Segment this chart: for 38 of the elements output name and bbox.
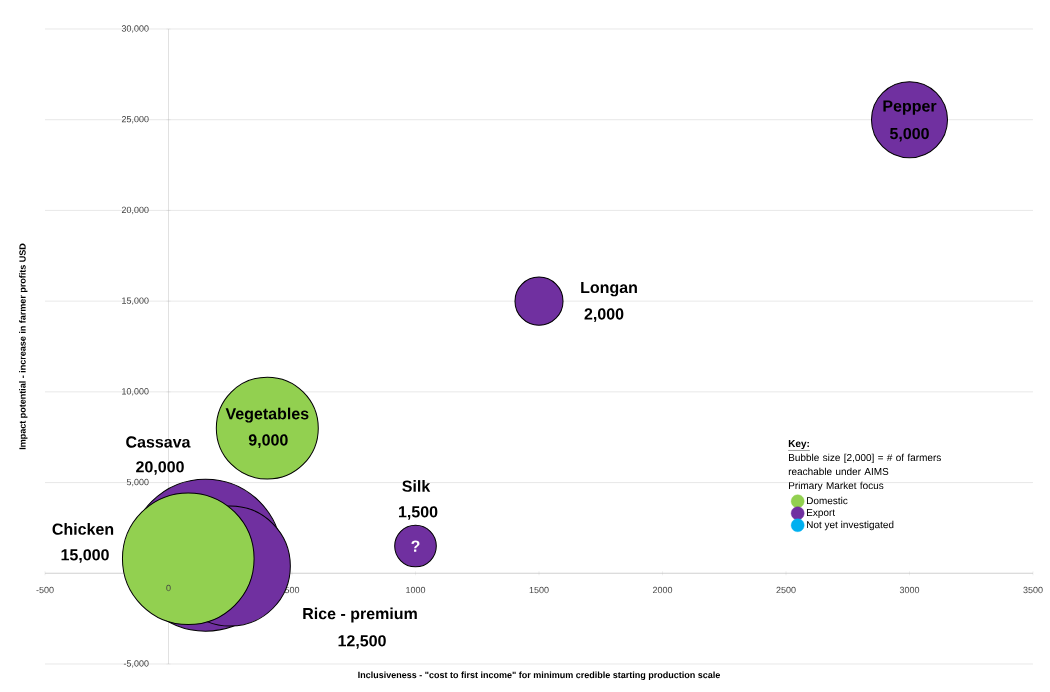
annotation: Rice - premium [303,607,417,623]
y-tick-label: 15,000 [122,297,149,305]
y-tick-label: 30,000 [121,25,149,33]
x-tick-label: 3000 [899,586,920,594]
annotation: 20,000 [136,461,184,475]
y-axis-title: Impact potential - increase in farmer profits USD [19,243,28,450]
y-tick-label: 5,000 [126,478,149,487]
legend-label: Not yet investigated [806,520,894,531]
y-tick-label: 10,000 [122,388,149,396]
annotation: Key: [788,440,809,450]
annotation: ? [411,540,420,552]
annotation: 1,500 [398,506,438,520]
legend-label: Domestic [806,496,848,505]
annotation: 5,000 [889,127,929,142]
annotation: Cassava [126,436,191,448]
x-tick-label: 2000 [652,586,673,594]
x-tick-label: 0 [166,584,171,592]
x-axis-title: Inclusiveness - "cost to first income" for minimum credible starting production scale [358,671,720,680]
x-tick-label: 1000 [406,586,426,594]
legend-title: Primary Market focus [788,481,884,492]
annotation: Vegetables [225,407,309,423]
x-tick-label: 3500 [1023,586,1043,594]
annotation: Pepper [883,100,937,115]
x-tick-label: 2500 [776,586,796,594]
annotation: 9,000 [248,434,288,448]
x-tick-label: -500 [36,586,54,594]
annotation: Longan [581,281,637,297]
legend-label: Export [806,509,836,518]
annotation: 15,000 [61,549,109,563]
annotation: Silk [402,480,431,492]
annotation: 12,500 [338,635,386,649]
y-tick-label: 20,000 [121,206,149,215]
annotation: Chicken [52,523,114,535]
annotation: Bubble size [2,000] = # of farmers reachable under AIMS [788,453,941,476]
annotation: 2,000 [584,308,624,322]
y-tick-label: 25,000 [121,115,149,124]
x-tick-label: 1500 [529,586,549,594]
y-tick-label: -5,000 [123,660,149,668]
